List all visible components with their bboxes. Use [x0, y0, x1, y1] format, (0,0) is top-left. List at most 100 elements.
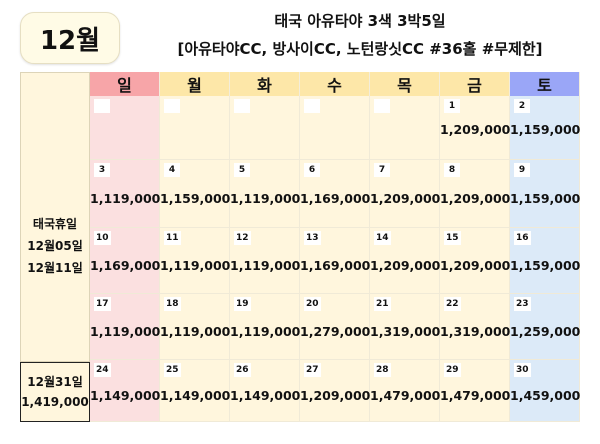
day-price: 1,119,000: [160, 258, 231, 273]
calendar-day-cell: 19 1,119,000: [230, 294, 300, 360]
day-price: 1,479,000: [440, 388, 511, 403]
calendar-day-cell: 20 1,279,000: [300, 294, 370, 360]
weekday-header: 토: [510, 72, 580, 96]
day-price: 1,119,000: [230, 191, 301, 206]
weekday-header: 목: [370, 72, 440, 96]
calendar-day-cell: 9 1,159,000: [510, 160, 580, 228]
holiday-sidebar: 태국휴일 12월05일 12월11일: [20, 72, 90, 362]
day-price: 1,119,000: [160, 324, 231, 339]
calendar-day-cell: 12 1,119,000: [230, 228, 300, 294]
calendar-day-cell: 3 1,119,000: [90, 160, 160, 228]
special-date: 12월31일: [27, 375, 83, 389]
calendar-day-cell: 30 1,459,000: [510, 360, 580, 422]
day-price: 1,169,000: [300, 258, 371, 273]
page-title: 태국 아유타야 3색 3박5일: [274, 12, 446, 30]
day-number: 28: [374, 363, 391, 377]
day-price: 1,149,000: [230, 388, 301, 403]
day-price: 1,149,000: [90, 388, 161, 403]
day-price: 1,119,000: [90, 191, 161, 206]
day-number: 20: [304, 297, 321, 311]
calendar-day-cell: 25 1,149,000: [160, 360, 230, 422]
day-number: 1: [444, 99, 460, 113]
day-number: 22: [444, 297, 461, 311]
day-price: 1,279,000: [300, 324, 371, 339]
day-number: 12: [234, 231, 251, 245]
special-price: 1,419,000: [21, 395, 89, 409]
day-number: [234, 99, 250, 113]
day-number: 24: [94, 363, 111, 377]
calendar-day-cell: 21 1,319,000: [370, 294, 440, 360]
day-price: 1,119,000: [230, 324, 301, 339]
weekday-header: 일: [90, 72, 160, 96]
page-subtitle: [아유타야CC, 방사이CC, 노턴랑싯CC #36홀 #무제한]: [177, 40, 543, 58]
day-number: 13: [304, 231, 321, 245]
day-number: 15: [444, 231, 461, 245]
day-number: 26: [234, 363, 251, 377]
day-number: 10: [94, 231, 111, 245]
calendar-day-cell: 7 1,209,000: [370, 160, 440, 228]
day-price: 1,119,000: [230, 258, 301, 273]
day-number: 17: [94, 297, 111, 311]
day-price: 1,209,000: [300, 388, 371, 403]
calendar-day-cell: 16 1,159,000: [510, 228, 580, 294]
calendar-day-cell: [370, 96, 440, 160]
holiday-note: 태국휴일 12월05일 12월11일: [21, 213, 89, 279]
day-number: 14: [374, 231, 391, 245]
calendar-day-cell: 11 1,119,000: [160, 228, 230, 294]
calendar-day-cell: 13 1,169,000: [300, 228, 370, 294]
calendar-day-cell: 5 1,119,000: [230, 160, 300, 228]
day-number: 2: [514, 99, 530, 113]
day-number: 7: [374, 163, 390, 177]
day-price: 1,209,000: [440, 191, 511, 206]
holiday-line: 12월11일: [27, 261, 83, 275]
day-number: 6: [304, 163, 320, 177]
day-price: 1,259,000: [510, 324, 581, 339]
day-number: [164, 99, 180, 113]
day-number: [374, 99, 390, 113]
day-number: 29: [444, 363, 461, 377]
day-number: 9: [514, 163, 530, 177]
calendar-day-cell: 8 1,209,000: [440, 160, 510, 228]
calendar-day-cell: 4 1,159,000: [160, 160, 230, 228]
weekday-header: 화: [230, 72, 300, 96]
calendar-day-cell: 23 1,259,000: [510, 294, 580, 360]
calendar-day-cell: 18 1,119,000: [160, 294, 230, 360]
calendar-day-cell: [230, 96, 300, 160]
day-price: 1,169,000: [90, 258, 161, 273]
calendar-day-cell: [300, 96, 370, 160]
day-number: 8: [444, 163, 460, 177]
calendar-day-cell: [160, 96, 230, 160]
calendar-day-cell: 22 1,319,000: [440, 294, 510, 360]
day-price: 1,169,000: [300, 191, 371, 206]
calendar-day-cell: [90, 96, 160, 160]
weekday-header: 수: [300, 72, 370, 96]
special-date-box: 12월31일 1,419,000: [20, 362, 90, 422]
holiday-line: 태국휴일: [32, 217, 78, 231]
day-number: 16: [514, 231, 531, 245]
calendar-day-cell: 26 1,149,000: [230, 360, 300, 422]
day-number: 30: [514, 363, 531, 377]
day-price: 1,319,000: [370, 324, 441, 339]
day-price: 1,209,000: [370, 258, 441, 273]
calendar-day-cell: 17 1,119,000: [90, 294, 160, 360]
day-number: 19: [234, 297, 251, 311]
calendar-day-cell: 28 1,479,000: [370, 360, 440, 422]
day-number: 25: [164, 363, 181, 377]
day-price: 1,479,000: [370, 388, 441, 403]
month-badge: 12월: [20, 12, 120, 64]
holiday-line: 12월05일: [27, 239, 83, 253]
weekday-header: 월: [160, 72, 230, 96]
day-price: 1,209,000: [440, 122, 511, 137]
day-number: 18: [164, 297, 181, 311]
calendar-day-cell: 6 1,169,000: [300, 160, 370, 228]
day-number: 3: [94, 163, 110, 177]
day-number: 11: [164, 231, 181, 245]
calendar-day-cell: 27 1,209,000: [300, 360, 370, 422]
weekday-header: 금: [440, 72, 510, 96]
calendar-day-cell: 15 1,209,000: [440, 228, 510, 294]
calendar-day-cell: 14 1,209,000: [370, 228, 440, 294]
day-number: 4: [164, 163, 180, 177]
calendar-day-cell: 2 1,159,000: [510, 96, 580, 160]
day-number: 27: [304, 363, 321, 377]
day-price: 1,209,000: [370, 191, 441, 206]
